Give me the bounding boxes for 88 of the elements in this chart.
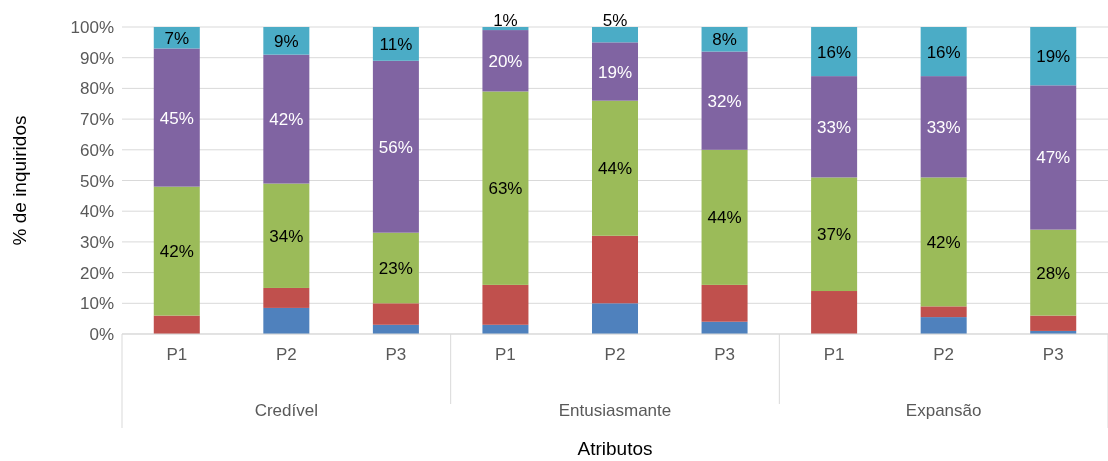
data-label: 56% — [378, 137, 413, 157]
x-tick-label: P2 — [604, 345, 626, 364]
bar — [920, 27, 967, 77]
x-axis-title: Atributos — [577, 438, 653, 459]
data-label: 7% — [164, 28, 190, 48]
x-tick-label: P1 — [823, 345, 845, 364]
bar — [591, 303, 639, 334]
bar — [920, 177, 967, 307]
y-tick-label: 30% — [79, 232, 114, 252]
y-tick-label: 70% — [79, 110, 114, 130]
text: Entusiasmante — [558, 401, 672, 420]
data-label: 63% — [488, 179, 523, 199]
bar — [591, 27, 639, 43]
bar — [482, 27, 529, 31]
data-label: 20% — [488, 51, 523, 71]
text: Credível — [254, 401, 318, 420]
x-tick-label: P3 — [714, 345, 735, 364]
data-label: 28% — [1036, 263, 1071, 283]
bar — [1030, 229, 1077, 316]
x-tick-label: P2 — [275, 345, 297, 364]
bar — [920, 76, 967, 178]
data-label: 8% — [712, 30, 737, 50]
data-label: 47% — [1036, 148, 1071, 168]
data-label: 33% — [817, 117, 852, 137]
bar — [701, 51, 748, 150]
data-label: 11% — [379, 34, 413, 54]
y-tick-label: 60% — [79, 140, 114, 160]
bar — [811, 177, 858, 292]
x-tick-label: P2 — [933, 345, 955, 364]
data-label: 9% — [274, 31, 299, 51]
bar — [153, 48, 200, 187]
y-tick-label: 0% — [89, 325, 114, 344]
data-label: 5% — [602, 11, 628, 30]
y-tick-label: 10% — [79, 294, 114, 314]
bar — [482, 284, 529, 325]
y-tick-label: 20% — [79, 263, 114, 283]
data-label: 19% — [1036, 47, 1071, 67]
bar — [153, 315, 200, 334]
data-label: 42% — [159, 242, 194, 262]
bar — [482, 91, 529, 285]
data-label: 1% — [493, 11, 518, 30]
bar — [701, 321, 748, 334]
bar — [372, 60, 419, 233]
x-tick-label: P3 — [1042, 345, 1064, 364]
data-label: 34% — [269, 226, 304, 246]
bar — [811, 76, 858, 178]
data-label: 45% — [159, 108, 194, 128]
data-label: 42% — [269, 110, 304, 130]
bar — [1030, 27, 1077, 86]
bar — [591, 235, 639, 304]
data-label: 33% — [926, 117, 961, 137]
bar — [811, 27, 858, 77]
data-label: 44% — [707, 208, 742, 228]
x-tick-label: P1 — [166, 345, 188, 364]
bar — [920, 317, 967, 334]
bar — [701, 149, 748, 285]
bar — [263, 307, 310, 334]
x-tick-label: P3 — [385, 345, 407, 364]
bar — [1030, 315, 1077, 331]
bar — [263, 287, 310, 308]
y-tick-label: 80% — [79, 79, 114, 99]
bar — [263, 183, 310, 288]
x-tick-label: P1 — [495, 345, 516, 364]
data-label: 16% — [817, 42, 852, 62]
bar — [591, 42, 639, 101]
data-label: 23% — [378, 258, 413, 278]
bar — [811, 291, 858, 334]
data-label: 42% — [926, 232, 961, 252]
bar — [591, 100, 639, 236]
bar — [1030, 85, 1077, 230]
bar — [263, 54, 310, 184]
bar — [372, 232, 419, 304]
y-tick-label: 100% — [70, 18, 114, 37]
y-tick-label: 40% — [79, 202, 114, 222]
bar — [920, 306, 967, 318]
text: Expansão — [905, 401, 982, 420]
bar — [482, 30, 529, 92]
data-label: 16% — [926, 42, 961, 62]
data-label: 32% — [707, 91, 742, 111]
bar — [153, 186, 200, 316]
data-label: 37% — [817, 225, 852, 245]
data-label: 44% — [597, 159, 633, 179]
data-label: 19% — [597, 62, 633, 82]
y-axis-title: % de inquiridos — [9, 115, 30, 246]
bar — [372, 303, 419, 325]
y-tick-label: 50% — [79, 171, 114, 191]
bar — [701, 284, 748, 322]
y-tick-label: 90% — [79, 48, 114, 68]
